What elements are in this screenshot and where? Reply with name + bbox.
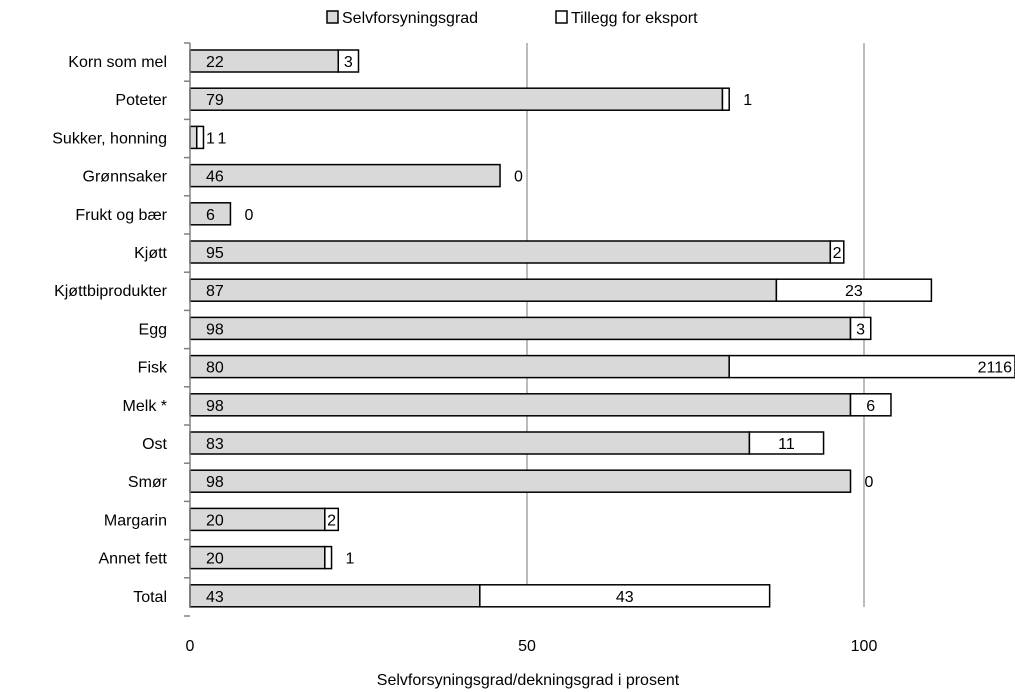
bar-tillegg-for-eksport <box>829 240 845 264</box>
data-label-selvforsyningsgrad: 43 <box>206 589 224 606</box>
bar-tillegg-for-eksport <box>195 125 205 150</box>
bar-tillegg-for-eksport <box>849 393 892 417</box>
bar-selvforsyningsgrad <box>189 87 724 111</box>
bar-selvforsyningsgrad <box>189 354 730 379</box>
data-label-selvforsyningsgrad: 46 <box>206 169 224 186</box>
category-label: Fisk <box>138 360 168 377</box>
bar-selvforsyningsgrad <box>189 125 198 150</box>
bar-tillegg-for-eksport <box>324 545 333 570</box>
category-label: Korn som mel <box>68 54 167 71</box>
data-label-tillegg-for-eksport: 0 <box>244 207 253 224</box>
bar-tillegg-for-eksport <box>324 507 340 532</box>
legend-label-tillegg: Tillegg for eksport <box>571 10 698 27</box>
category-label: Egg <box>139 321 167 338</box>
category-label: Sukker, honning <box>52 130 167 147</box>
bar-selvforsyningsgrad <box>189 163 501 188</box>
bar-tillegg-for-eksport <box>479 584 771 608</box>
data-label-selvforsyningsgrad: 1 <box>206 130 215 147</box>
bar-tillegg-for-eksport <box>748 431 825 455</box>
data-label-selvforsyningsgrad: 95 <box>206 245 224 262</box>
category-label: Kjøtt <box>134 245 167 262</box>
category-label: Melk * <box>123 398 167 415</box>
data-label-tillegg-for-eksport: 3 <box>856 321 865 338</box>
bar-selvforsyningsgrad <box>189 469 852 493</box>
x-tick-label-0: 0 <box>186 638 195 655</box>
data-label-tillegg-for-eksport: 0 <box>865 474 874 491</box>
category-label: Kjøttbiprodukter <box>54 283 168 300</box>
bar-tillegg-for-eksport <box>775 278 933 302</box>
data-label-selvforsyningsgrad: 98 <box>206 321 224 338</box>
category-label: Smør <box>128 474 168 491</box>
category-label: Frukt og bær <box>75 207 167 224</box>
data-label-tillegg-for-eksport: 2 <box>833 245 842 262</box>
bar-selvforsyningsgrad <box>189 240 832 264</box>
bar-tillegg-for-eksport <box>721 87 730 111</box>
x-tick-label-100: 100 <box>851 638 878 655</box>
data-label-tillegg-for-eksport: 11 <box>778 436 795 453</box>
data-label-selvforsyningsgrad: 83 <box>206 436 224 453</box>
category-label: Total <box>133 589 167 606</box>
bar-selvforsyningsgrad <box>189 278 778 302</box>
x-axis-title: Selvforsyningsgrad/dekningsgrad i prosen… <box>377 672 680 689</box>
category-label: Grønnsaker <box>83 169 168 186</box>
data-label-tillegg-for-eksport: 2116 <box>978 360 1013 377</box>
data-label-tillegg-for-eksport: 0 <box>514 169 523 186</box>
bar-selvforsyningsgrad <box>189 431 751 455</box>
data-label-tillegg-for-eksport: 43 <box>616 589 634 606</box>
data-label-tillegg-for-eksport: 6 <box>866 398 875 415</box>
data-label-tillegg-for-eksport: 2 <box>327 512 336 529</box>
bar-selvforsyningsgrad <box>189 393 852 417</box>
legend-swatch-tillegg <box>555 10 568 24</box>
data-label-selvforsyningsgrad: 98 <box>206 474 224 491</box>
bar-tillegg-for-eksport <box>337 49 360 73</box>
legend: Selvforsyningsgrad Tillegg for eksport <box>326 10 698 27</box>
category-label: Ost <box>142 436 167 453</box>
data-label-tillegg-for-eksport: 23 <box>845 283 863 300</box>
data-label-selvforsyningsgrad: 20 <box>206 512 224 529</box>
data-label-selvforsyningsgrad: 87 <box>206 283 224 300</box>
data-label-tillegg-for-eksport: 1 <box>346 551 355 568</box>
bar-tillegg-for-eksport <box>849 316 872 341</box>
category-label: Margarin <box>104 512 167 529</box>
data-label-tillegg-for-eksport: 1 <box>743 92 752 109</box>
category-label: Annet fett <box>99 551 168 568</box>
data-label-selvforsyningsgrad: 79 <box>206 92 224 109</box>
data-label-tillegg-for-eksport: 3 <box>344 54 353 71</box>
data-label-selvforsyningsgrad: 22 <box>206 54 224 71</box>
bar-selvforsyningsgrad <box>189 584 481 608</box>
data-label-tillegg-for-eksport: 1 <box>217 130 226 147</box>
bar-tillegg-for-eksport <box>728 354 1015 379</box>
category-label: Poteter <box>115 92 167 109</box>
data-label-selvforsyningsgrad: 6 <box>206 207 215 224</box>
bar-selvforsyningsgrad <box>189 316 852 341</box>
x-tick-label-50: 50 <box>518 638 536 655</box>
legend-label-selvforsyningsgrad: Selvforsyningsgrad <box>342 10 478 27</box>
data-label-selvforsyningsgrad: 80 <box>206 360 224 377</box>
legend-swatch-selvforsyningsgrad <box>326 10 339 24</box>
data-label-selvforsyningsgrad: 98 <box>206 398 224 415</box>
data-label-selvforsyningsgrad: 20 <box>206 551 224 568</box>
